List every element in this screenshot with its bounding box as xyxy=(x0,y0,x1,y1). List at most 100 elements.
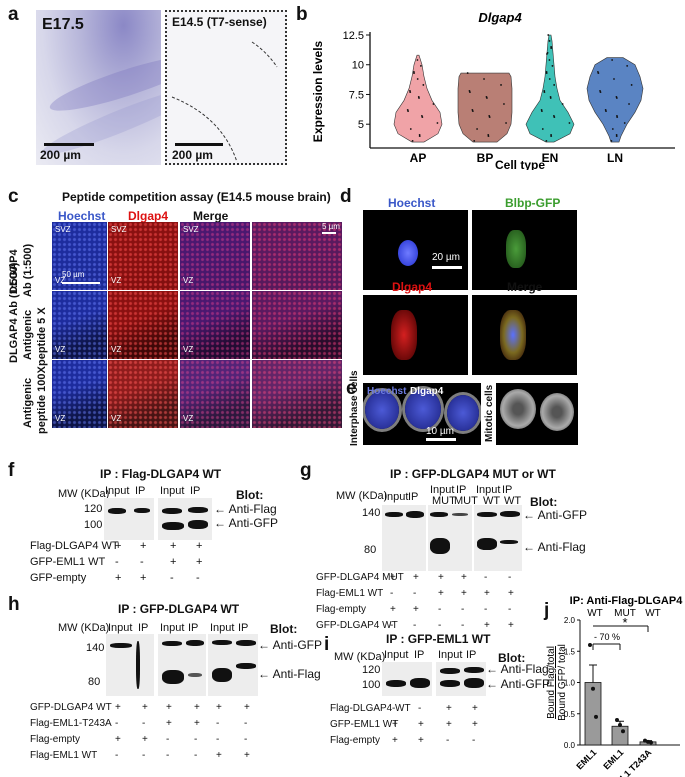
i-arrow-gfp-label: Anti-GFP xyxy=(500,677,551,691)
condition-sign: + xyxy=(472,719,478,730)
panel-h-letter: h xyxy=(8,594,20,615)
c-vz-label: VZ xyxy=(55,345,66,354)
data-point xyxy=(487,135,490,138)
condition-sign: - xyxy=(484,572,488,583)
e-row-mitotic: Mitotic cells xyxy=(484,384,495,442)
condition-sign: - xyxy=(413,588,417,599)
h-arrow-flag: ← Anti-Flag xyxy=(258,667,321,681)
condition-sign: - xyxy=(461,620,465,631)
f-blot-membrane-1 xyxy=(104,498,154,540)
condition-label: Flag-empty xyxy=(30,734,81,745)
x-tick-label: EML1 xyxy=(574,747,598,771)
label-e17: E17.5 xyxy=(42,16,84,33)
condition-sign: + xyxy=(115,734,121,745)
data-point xyxy=(545,139,548,142)
g-sub-2: MUT xyxy=(454,495,478,507)
data-point xyxy=(605,110,607,113)
bar xyxy=(584,682,602,746)
c-scale-bar-1 xyxy=(62,282,100,284)
condition-sign: - xyxy=(392,703,396,714)
condition-sign: + xyxy=(142,702,148,713)
h-lane-3: Input xyxy=(160,622,185,634)
data-point xyxy=(436,122,439,124)
f-arrow-gfp: ← Anti-GFP xyxy=(214,516,279,530)
condition-sign: - xyxy=(390,588,394,599)
data-point xyxy=(646,739,650,744)
h-lane-1: Input xyxy=(108,622,133,634)
x-tick-label: EN xyxy=(542,151,559,165)
h-arrow-flag-label: Anti-Flag xyxy=(272,667,321,681)
violin-ap xyxy=(393,54,443,143)
data-point xyxy=(623,122,626,124)
data-point xyxy=(550,135,553,138)
condition-label: GFP-empty xyxy=(30,572,87,584)
data-point xyxy=(416,78,419,80)
panel-a-letter: a xyxy=(8,4,19,25)
i-lane-3: Input xyxy=(438,649,463,661)
c-svz-label: SVZ xyxy=(55,225,71,234)
g-band xyxy=(477,538,497,550)
g-title: IP : GFP-DLGAP4 MUT or WT xyxy=(390,467,556,481)
g-band xyxy=(385,512,403,517)
condition-sign: + xyxy=(115,702,121,713)
data-point xyxy=(409,128,412,130)
g-band xyxy=(452,513,468,516)
condition-sign: + xyxy=(418,719,424,730)
d-scale-bar xyxy=(432,266,462,269)
g-band xyxy=(430,512,448,517)
data-point xyxy=(588,643,592,647)
i-mw: MW (KDa) xyxy=(334,651,386,663)
data-point xyxy=(421,116,424,118)
h-lane-4: IP xyxy=(188,622,199,634)
top-label: WT xyxy=(587,608,603,619)
c-image-tile xyxy=(180,222,250,290)
g-band xyxy=(500,540,518,544)
violin-en xyxy=(525,34,575,143)
data-point xyxy=(611,59,614,61)
data-point xyxy=(545,72,548,74)
f-band xyxy=(162,522,184,530)
h-lane-5: Input xyxy=(210,622,235,634)
chart-title: Dlgap4 xyxy=(478,10,522,25)
data-point xyxy=(597,72,600,74)
h-band xyxy=(188,673,202,677)
condition-sign: + xyxy=(194,702,200,713)
d-dlgap4-image xyxy=(363,295,468,375)
f-lane-4: IP xyxy=(190,485,201,497)
condition-sign: + xyxy=(140,572,147,584)
condition-label: Flag-DLGAP4 WT xyxy=(330,703,411,714)
i-blot: Blot: xyxy=(498,651,526,665)
c-scale-bar-2 xyxy=(322,232,336,234)
f-arrow-flag-label: Anti-Flag xyxy=(228,502,277,516)
c-vz-label: VZ xyxy=(183,414,194,423)
scale-label-a-left: 200 µm xyxy=(40,148,81,162)
data-point xyxy=(422,84,425,86)
g-arrow-flag-label: Anti-Flag xyxy=(537,540,586,554)
f-title: IP : Flag-DLGAP4 WT xyxy=(100,467,222,481)
data-point xyxy=(541,110,543,113)
condition-sign: + xyxy=(392,735,398,746)
panel-c-title: Peptide competition assay (E14.5 mouse b… xyxy=(62,190,331,204)
data-point xyxy=(621,729,625,734)
data-point xyxy=(643,738,647,743)
condition-sign: - xyxy=(216,734,220,745)
condition-sign: - xyxy=(413,620,417,631)
i-arrow-flag-label: Anti-Flag xyxy=(500,662,549,676)
x-tick-label: BP xyxy=(477,151,494,165)
i-marker-100: 100 xyxy=(362,679,381,691)
row-label-c2a: Antigenic xyxy=(22,309,34,360)
c-vz-label: VZ xyxy=(55,414,66,423)
condition-sign: - xyxy=(390,620,394,631)
e-label-dlgap4: Dlgap4 xyxy=(410,386,444,397)
c-vz-label: VZ xyxy=(183,345,194,354)
data-point xyxy=(561,103,564,105)
c-image-tile xyxy=(108,222,178,290)
g-sub-3: WT xyxy=(483,495,501,507)
condition-sign: + xyxy=(446,719,452,730)
data-point xyxy=(618,723,622,727)
y-tick-label: 2.0 xyxy=(564,616,576,625)
c-vz-label: VZ xyxy=(111,276,122,285)
y-tick-label: 0.0 xyxy=(564,741,576,750)
data-point xyxy=(613,78,615,80)
condition-sign: + xyxy=(390,604,396,615)
